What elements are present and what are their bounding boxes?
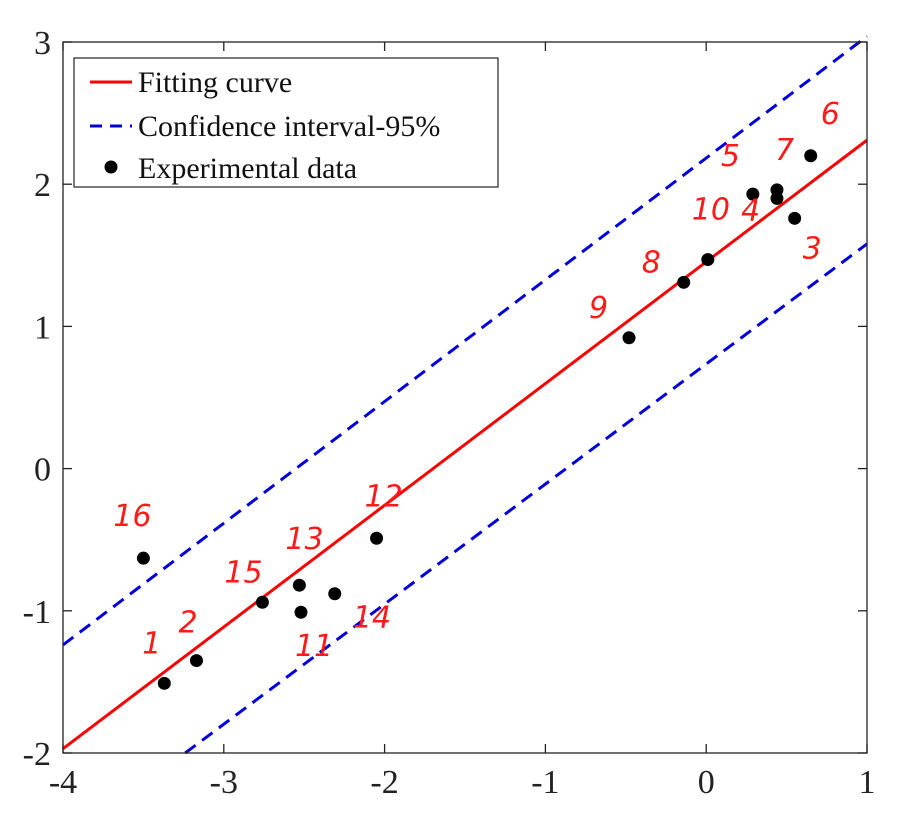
confidence-bound-0 — [62, 35, 868, 647]
lines-layer — [62, 35, 868, 755]
point-number-annotation: 8 — [642, 245, 661, 280]
y-tick-label: 2 — [34, 167, 51, 204]
point-number-annotation: 14 — [353, 601, 391, 636]
data-point — [294, 605, 308, 619]
data-point — [328, 587, 342, 601]
point-number-annotation: 3 — [803, 231, 822, 266]
y-tick-label: -1 — [23, 594, 51, 631]
data-point — [804, 149, 818, 163]
legend-marker-data — [104, 160, 118, 174]
point-number-annotation: 2 — [178, 606, 197, 641]
data-point — [255, 595, 269, 609]
data-point — [157, 676, 171, 690]
point-number-annotation: 6 — [821, 97, 840, 132]
data-point — [189, 654, 203, 668]
point-number-annotation: 12 — [365, 479, 403, 514]
point-number-annotation: 10 — [692, 193, 730, 228]
x-tick-label: -2 — [370, 764, 398, 801]
plot-frame — [62, 41, 868, 754]
x-tick-label: -3 — [210, 764, 238, 801]
legend-label-fitting: Fitting curve — [138, 66, 292, 99]
fitting-curve — [62, 138, 868, 750]
data-point — [746, 187, 760, 201]
points-layer — [136, 149, 818, 690]
data-point — [701, 253, 715, 267]
data-point — [770, 183, 784, 197]
point-number-annotation: 5 — [721, 139, 740, 174]
legend-box — [73, 57, 499, 188]
data-point — [370, 531, 384, 545]
data-point — [136, 551, 150, 565]
x-tick-label: 0 — [698, 764, 715, 801]
point-number-annotation: 15 — [224, 555, 262, 590]
x-tick-label: 1 — [859, 764, 876, 801]
data-point — [788, 211, 802, 225]
data-point — [292, 578, 306, 592]
point-number-annotation: 16 — [113, 499, 151, 534]
point-number-annotation: 9 — [589, 291, 608, 326]
point-number-annotation: 11 — [295, 629, 333, 664]
x-tick-label: -1 — [531, 764, 559, 801]
point-number-annotation: 4 — [741, 193, 760, 228]
y-tick-label: -2 — [23, 736, 51, 773]
legend: Fitting curve Confidence interval-95% Ex… — [73, 57, 499, 188]
point-number-annotation: 13 — [285, 522, 323, 557]
x-tick-label: -4 — [49, 764, 77, 801]
point-number-annotation: 1 — [142, 626, 161, 661]
confidence-bound-1 — [184, 242, 868, 755]
legend-label-ci: Confidence interval-95% — [138, 110, 440, 143]
legend-label-data: Experimental data — [138, 152, 357, 185]
data-point — [622, 331, 636, 345]
y-tick-label: 0 — [34, 452, 51, 489]
point-number-annotation: 7 — [775, 133, 794, 168]
data-point — [677, 275, 691, 289]
y-tick-label: 1 — [34, 309, 51, 346]
y-tick-label: 3 — [34, 25, 51, 62]
